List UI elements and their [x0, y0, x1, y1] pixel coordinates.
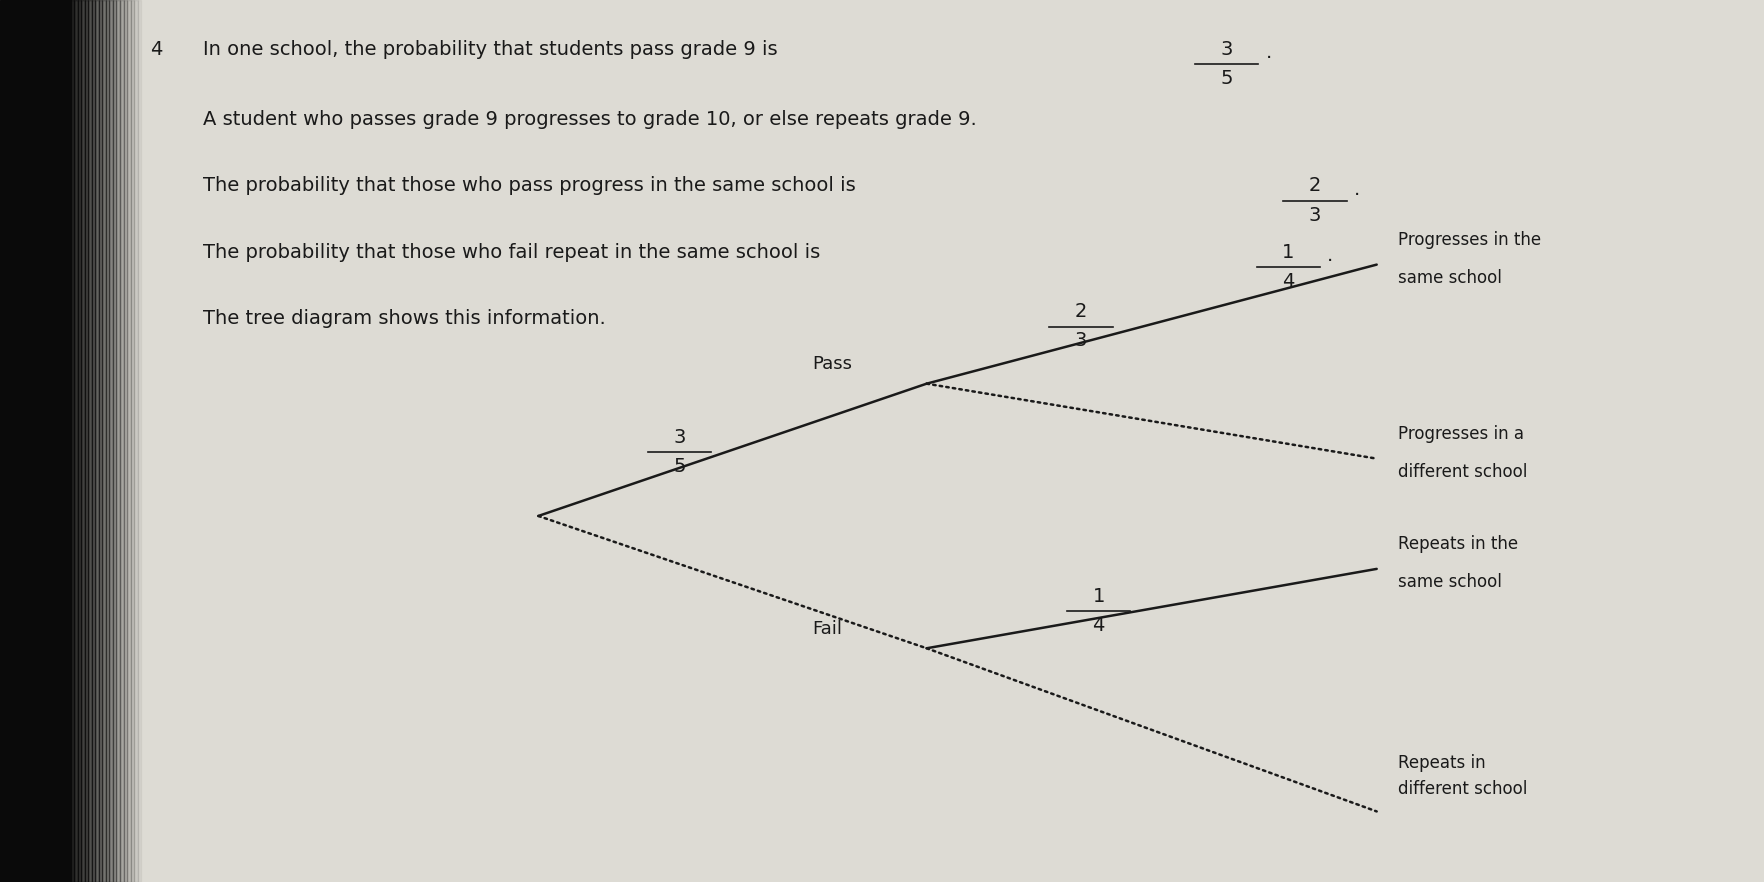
Text: 4: 4: [1092, 616, 1104, 635]
Text: A student who passes grade 9 progresses to grade 10, or else repeats grade 9.: A student who passes grade 9 progresses …: [203, 110, 975, 130]
Bar: [134, 0, 138, 882]
Text: same school: same school: [1397, 573, 1501, 591]
Text: The tree diagram shows this information.: The tree diagram shows this information.: [203, 309, 605, 328]
Bar: [120, 0, 123, 882]
Text: Pass: Pass: [811, 355, 852, 373]
Text: .: .: [1265, 43, 1272, 63]
Bar: [109, 0, 113, 882]
Bar: [74, 0, 78, 882]
Text: Progresses in the: Progresses in the: [1397, 231, 1540, 249]
Bar: [88, 0, 92, 882]
Text: different school: different school: [1397, 463, 1526, 481]
Text: Fail: Fail: [811, 620, 841, 638]
Text: .: .: [1327, 246, 1334, 265]
Text: 1: 1: [1281, 243, 1295, 262]
Text: 2: 2: [1307, 176, 1321, 196]
Bar: [102, 0, 106, 882]
Text: Progresses in a: Progresses in a: [1397, 425, 1522, 443]
Text: 3: 3: [1307, 206, 1321, 225]
Text: 5: 5: [672, 457, 686, 476]
Text: In one school, the probability that students pass grade 9 is: In one school, the probability that stud…: [203, 40, 778, 59]
Text: 5: 5: [1219, 69, 1233, 88]
Text: 3: 3: [672, 428, 686, 447]
Bar: [0, 0, 71, 882]
Text: 2: 2: [1074, 302, 1087, 321]
Text: 3: 3: [1219, 40, 1233, 59]
Bar: [78, 0, 81, 882]
Bar: [106, 0, 109, 882]
Text: 1: 1: [1092, 587, 1104, 606]
Text: 3: 3: [1074, 332, 1087, 350]
Bar: [131, 0, 134, 882]
Text: The probability that those who pass progress in the same school is: The probability that those who pass prog…: [203, 176, 856, 196]
Text: .: .: [1353, 180, 1360, 199]
Text: 4: 4: [150, 40, 162, 59]
Bar: [92, 0, 95, 882]
Text: Repeats in the: Repeats in the: [1397, 535, 1517, 553]
Bar: [95, 0, 99, 882]
Bar: [113, 0, 116, 882]
Bar: [123, 0, 127, 882]
Bar: [127, 0, 131, 882]
Bar: [71, 0, 74, 882]
Bar: [116, 0, 120, 882]
Text: 4: 4: [1281, 272, 1295, 291]
Text: different school: different school: [1397, 781, 1526, 798]
Bar: [85, 0, 88, 882]
Bar: [81, 0, 85, 882]
Bar: [99, 0, 102, 882]
Text: same school: same school: [1397, 269, 1501, 287]
Text: The probability that those who fail repeat in the same school is: The probability that those who fail repe…: [203, 243, 820, 262]
Bar: [138, 0, 141, 882]
Text: Repeats in: Repeats in: [1397, 754, 1485, 772]
